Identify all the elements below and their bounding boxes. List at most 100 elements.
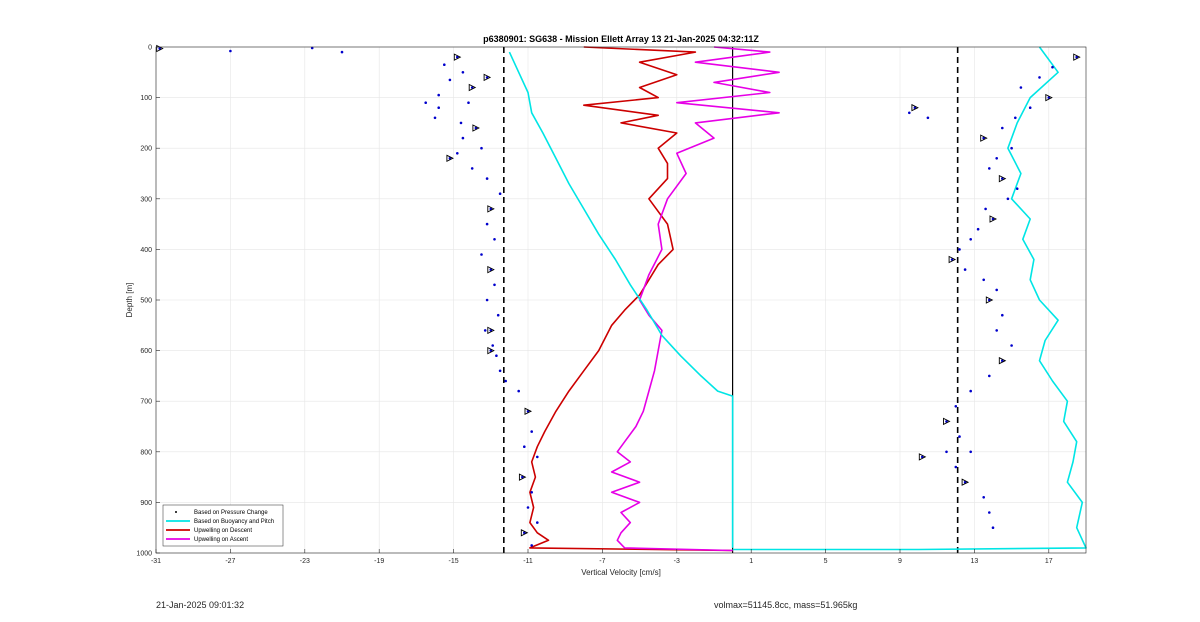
scatter-point — [988, 298, 991, 302]
footer-timestamp: 21-Jan-2025 09:01:32 — [156, 600, 245, 610]
x-tick-label: -3 — [674, 558, 680, 565]
scatter-point — [448, 78, 452, 82]
scatter-point — [523, 445, 526, 449]
pressure-marker — [1045, 93, 1053, 102]
scatter-point — [521, 475, 524, 479]
pressure-marker — [468, 83, 477, 92]
scatter-point — [530, 430, 533, 433]
scatter-point — [489, 268, 493, 271]
legend-label: Based on Buoyancy and Pitch — [194, 519, 274, 525]
scatter-point — [926, 116, 930, 120]
scatter-point — [496, 313, 500, 317]
y-tick-label: 200 — [140, 146, 152, 153]
scatter-point — [498, 369, 502, 373]
scatter-point — [913, 106, 917, 109]
scatter-point — [982, 278, 985, 282]
series-layer — [508, 46, 1087, 552]
scatter-point — [988, 167, 991, 170]
scatter-point — [504, 379, 508, 383]
x-tick-label: 17 — [1045, 558, 1053, 565]
scatter-point — [485, 298, 489, 302]
scatter-point — [954, 465, 958, 469]
y-tick-label: 300 — [140, 196, 152, 203]
scatter-point — [991, 526, 995, 529]
pressure-marker — [487, 346, 495, 355]
pressure-marker — [520, 529, 529, 537]
scatter-point — [969, 238, 972, 241]
scatter-point — [536, 455, 539, 459]
scatter-point — [1001, 359, 1004, 363]
pressure-marker — [1073, 53, 1081, 61]
scatter-point — [340, 50, 344, 54]
scatter-point — [958, 435, 961, 438]
pressure-marker — [487, 265, 495, 274]
pressure-marker — [911, 103, 919, 112]
x-tick-label: -7 — [599, 558, 605, 565]
x-tick-label: 5 — [824, 558, 828, 565]
scatter-point — [536, 521, 539, 524]
scatter-point — [982, 136, 985, 140]
scatter-point — [491, 344, 495, 347]
pressure-marker — [980, 134, 988, 142]
scatter-point — [1051, 65, 1054, 69]
pressure-marker — [948, 255, 957, 264]
legend-label: Upwelling on Ascent — [194, 537, 248, 543]
scatter-point — [1001, 313, 1004, 317]
y-tick-label: 900 — [140, 500, 152, 507]
y-tick-label: 700 — [140, 399, 152, 406]
scatter-point — [1015, 187, 1019, 190]
scatter-point — [954, 405, 958, 408]
scatter-point — [988, 374, 991, 378]
pressure-marker — [918, 453, 927, 461]
scatter-point — [530, 544, 533, 547]
scatter-point — [495, 354, 498, 358]
scatter-point — [921, 455, 924, 459]
pressure-marker — [998, 174, 1007, 183]
series-line-3 — [732, 46, 1087, 551]
scatter-point — [1006, 197, 1010, 201]
scatter-point — [433, 116, 437, 120]
scatter-point — [988, 511, 991, 514]
scatter-point — [493, 238, 496, 241]
grid — [155, 46, 1086, 554]
scatter-point — [1001, 177, 1004, 180]
scatter-point — [991, 217, 995, 221]
scatter-point — [424, 101, 428, 104]
scatter-point — [523, 531, 526, 535]
chart-title: p6380901: SG638 - Mission Ellett Array 1… — [483, 34, 759, 44]
scatter-point — [498, 192, 502, 195]
legend-swatch — [175, 511, 177, 513]
pressure-marker — [518, 473, 527, 481]
scatter-point — [461, 71, 465, 74]
scatter-point — [1047, 96, 1051, 99]
pressure-marker — [487, 205, 495, 213]
scatter-point — [945, 450, 948, 454]
scatter-point — [158, 47, 161, 50]
scatter-point — [456, 152, 459, 155]
scatter-point — [995, 288, 998, 292]
scatter-point — [1010, 344, 1013, 347]
x-tick-label: -19 — [374, 558, 384, 565]
pressure-marker — [989, 215, 998, 223]
series-line-1 — [610, 46, 780, 552]
footer-vol-mass: volmax=51145.8cc, mass=51.965kg — [714, 600, 858, 610]
pressure-marker — [961, 478, 970, 486]
scatter-point — [995, 157, 998, 160]
scatter-point — [984, 207, 987, 211]
pressure-marker — [446, 154, 454, 163]
scatter-point — [1010, 146, 1013, 150]
scatter-point — [493, 283, 496, 287]
scatter-point — [310, 46, 314, 50]
scatter-point — [976, 227, 980, 231]
scatter-point — [459, 121, 463, 125]
scatter-point — [470, 167, 474, 170]
legend-label: Upwelling on Descent — [194, 528, 252, 534]
scatter-point — [1038, 76, 1041, 79]
pressure-marker — [483, 73, 492, 82]
y-tick-label: 0 — [148, 45, 152, 52]
scatter-point — [530, 491, 533, 494]
scatter-point — [474, 126, 478, 130]
pressure-marker — [487, 326, 495, 335]
x-tick-label: -15 — [449, 558, 459, 565]
